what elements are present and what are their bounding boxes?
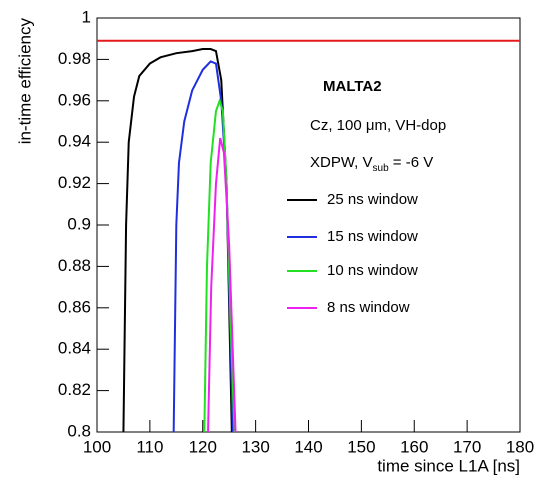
legend-label: 10 ns window [327,262,418,279]
x-tick-label: 180 [506,437,534,456]
y-tick-label: 0.82 [58,380,91,399]
y-tick-label: 1 [82,7,91,26]
x-axis-label: time since L1A [ns] [377,456,520,475]
y-tick-label: 0.84 [58,339,91,358]
legend-label: 15 ns window [327,228,418,245]
x-tick-label: 110 [136,437,163,456]
x-tick-label: 150 [347,437,375,456]
legend-label: 8 ns window [327,299,410,316]
x-tick-label: 160 [400,437,428,456]
y-tick-label: 0.8 [67,421,91,440]
x-tick-label: 100 [83,437,111,456]
y-tick-label: 0.98 [58,49,91,68]
series-line [207,137,237,433]
y-tick-label: 0.92 [58,173,91,192]
y-tick-label: 0.94 [58,132,91,151]
plot-frame [96,17,521,433]
y-tick-label: 0.96 [58,90,91,109]
bias-rest: = -6 V [389,154,434,171]
x-tick-label: 170 [453,437,481,456]
y-tick-label: 0.9 [67,214,91,233]
legend-label: 25 ns window [327,191,418,208]
x-tick-label: 130 [241,437,269,456]
y-tick-label: 0.86 [58,297,91,316]
annotation-bias: XDPW, Vsub = -6 V [310,154,433,174]
series-line [122,48,233,433]
y-tick-label: 0.88 [58,256,91,275]
x-tick-label: 140 [294,437,322,456]
annotation-title: MALTA2 [323,78,382,95]
bias-text: XDPW, V [310,154,373,171]
bias-sub: sub [373,163,390,174]
y-axis-label: in-time efficiency [15,18,34,145]
x-tick-label: 120 [189,437,217,456]
annotation-sample: Cz, 100 μm, VH-dop [310,117,446,134]
